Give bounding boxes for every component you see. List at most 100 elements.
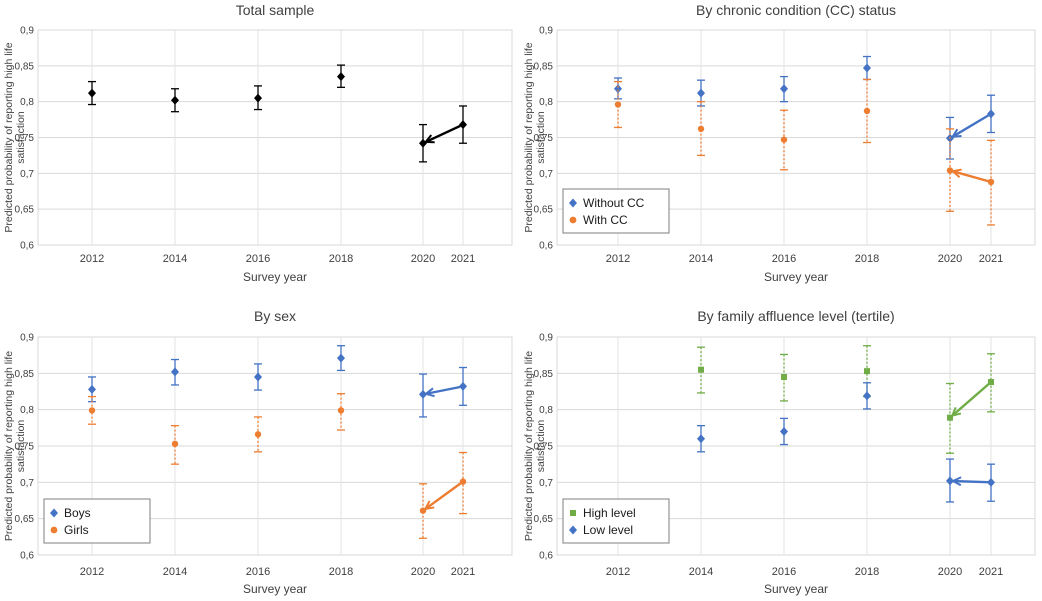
series-low-level bbox=[697, 382, 995, 503]
x-tick-label: 2021 bbox=[979, 566, 1003, 578]
x-tick-label: 2014 bbox=[689, 566, 713, 578]
data-point bbox=[780, 84, 788, 94]
data-point bbox=[88, 407, 96, 414]
y-axis-label-line: satisfaction bbox=[15, 420, 27, 473]
series-girls bbox=[88, 393, 467, 539]
x-tick-label: 2016 bbox=[246, 253, 270, 265]
x-tick-label: 2016 bbox=[772, 253, 796, 265]
y-axis-label-line: satisfaction bbox=[535, 420, 547, 473]
y-tick-label: 0,8 bbox=[539, 97, 553, 108]
y-tick-label: 0,75 bbox=[534, 133, 554, 144]
trend-arrow bbox=[427, 385, 461, 394]
y-tick-label: 0,6 bbox=[20, 551, 34, 562]
plot-frame bbox=[37, 336, 513, 556]
y-tick-label: 0,9 bbox=[20, 333, 34, 344]
y-tick-label: 0,6 bbox=[20, 241, 34, 252]
data-point bbox=[780, 426, 788, 436]
data-point bbox=[171, 367, 179, 377]
chart-panel-0: Total sample 0,6 0,65 0,7 0,75 0,8 0,85 0,9 2012… bbox=[3, 2, 513, 284]
trend-arrow bbox=[954, 481, 989, 482]
y-tick-label: 0,75 bbox=[15, 133, 35, 144]
x-tick-label: 2020 bbox=[411, 253, 435, 265]
data-point bbox=[864, 368, 870, 375]
legend-marker bbox=[569, 216, 577, 224]
data-point bbox=[987, 477, 995, 487]
legend-marker bbox=[50, 508, 58, 518]
data-point bbox=[254, 431, 262, 438]
series-total bbox=[88, 64, 467, 163]
x-tick-label: 2014 bbox=[163, 253, 187, 265]
y-axis-label-line: Predicted probability of reporting high … bbox=[3, 351, 15, 541]
y-tick-label: 0,85 bbox=[534, 61, 554, 72]
data-point bbox=[337, 353, 345, 363]
x-axis-label: Survey year bbox=[764, 582, 828, 596]
y-axis-label: Predicted probability of reporting high … bbox=[3, 42, 27, 232]
x-axis-label: Survey year bbox=[243, 270, 307, 284]
data-point bbox=[171, 95, 179, 105]
data-point bbox=[697, 125, 705, 133]
x-tick-label: 2020 bbox=[411, 566, 435, 578]
y-axis-label-line: satisfaction bbox=[535, 111, 547, 164]
x-tick-label: 2014 bbox=[163, 566, 187, 578]
y-tick-label: 0,6 bbox=[539, 241, 553, 252]
x-tick-label: 2021 bbox=[451, 566, 475, 578]
y-tick-label: 0,85 bbox=[15, 369, 35, 380]
data-point bbox=[254, 93, 262, 103]
y-axis-label-line: Predicted probability of reporting high … bbox=[523, 351, 535, 541]
data-point bbox=[697, 88, 705, 98]
y-tick-label: 0,85 bbox=[534, 369, 554, 380]
data-point bbox=[987, 178, 995, 186]
legend-box bbox=[562, 188, 670, 234]
legend-label: With CC bbox=[583, 213, 628, 227]
legend-box bbox=[43, 498, 151, 544]
y-axis-label-line: Predicted probability of reporting high … bbox=[3, 42, 15, 232]
legend: Without CC With CC bbox=[562, 188, 670, 234]
chart-title: By chronic condition (CC) status bbox=[696, 2, 896, 18]
x-tick-label: 2012 bbox=[80, 253, 104, 265]
data-point bbox=[88, 384, 96, 394]
series-without-cc bbox=[614, 55, 995, 160]
legend-marker bbox=[570, 510, 576, 516]
plot-frame bbox=[556, 29, 1036, 246]
x-tick-label: 2018 bbox=[855, 253, 879, 265]
data-point bbox=[698, 366, 704, 373]
legend-label: Boys bbox=[64, 506, 91, 520]
legend-label: Low level bbox=[583, 523, 633, 537]
y-axis-label-line: satisfaction bbox=[15, 111, 27, 164]
chart-title: By family affluence level (tertile) bbox=[697, 308, 894, 324]
data-point bbox=[947, 414, 953, 421]
x-tick-label: 2012 bbox=[606, 566, 630, 578]
x-tick-label: 2012 bbox=[606, 253, 630, 265]
legend-box bbox=[562, 498, 670, 544]
data-point bbox=[88, 88, 96, 98]
data-point bbox=[946, 167, 954, 174]
data-point bbox=[171, 440, 179, 448]
y-tick-label: 0,65 bbox=[534, 514, 554, 525]
plot-frame bbox=[37, 29, 513, 246]
y-axis-label-line: Predicted probability of reporting high … bbox=[523, 42, 535, 232]
legend-label: High level bbox=[583, 506, 636, 520]
y-axis-label: Predicted probability of reporting high … bbox=[523, 42, 547, 232]
x-axis-label: Survey year bbox=[764, 270, 828, 284]
y-axis-label: Predicted probability of reporting high … bbox=[3, 351, 27, 541]
data-point bbox=[988, 379, 994, 386]
y-tick-label: 0,7 bbox=[20, 169, 34, 180]
y-tick-label: 0,7 bbox=[539, 478, 553, 489]
x-tick-label: 2018 bbox=[855, 566, 879, 578]
x-tick-label: 2021 bbox=[451, 253, 475, 265]
data-point bbox=[781, 373, 787, 380]
data-point bbox=[614, 101, 622, 108]
chart-panel-2: By sex 0,6 0,65 0,7 0,75 0,8 0,85 0,9 2012 2014 20… bbox=[3, 308, 513, 596]
chart-panel-1: By chronic condition (CC) status 0,6 0,65 0… bbox=[523, 2, 1036, 284]
x-tick-label: 2021 bbox=[979, 253, 1003, 265]
y-tick-label: 0,8 bbox=[20, 405, 34, 416]
data-point bbox=[863, 107, 871, 115]
y-tick-label: 0,9 bbox=[20, 26, 34, 37]
trend-arrow bbox=[427, 124, 461, 142]
data-point bbox=[987, 109, 995, 119]
data-point bbox=[459, 381, 467, 391]
x-tick-label: 2020 bbox=[938, 566, 962, 578]
y-tick-label: 0,75 bbox=[15, 442, 35, 453]
x-tick-label: 2016 bbox=[246, 566, 270, 578]
